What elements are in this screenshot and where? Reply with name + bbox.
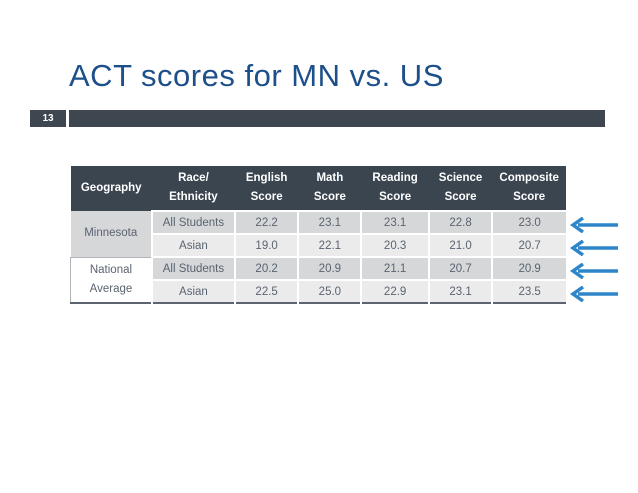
- act-scores-table: Geography Race/Ethnicity English Score Ma…: [69, 166, 566, 304]
- table-row: Asian 19.0 22.1 20.3 21.0 20.7: [71, 233, 566, 257]
- english-cell: 22.2: [233, 210, 299, 234]
- composite-cell: 20.7: [491, 233, 566, 257]
- race-cell: All Students: [150, 256, 235, 280]
- race-cell: Asian: [150, 279, 235, 303]
- header-math-score: Math Score: [298, 166, 362, 211]
- race-cell: Asian: [150, 233, 235, 257]
- math-cell: 23.1: [297, 210, 362, 234]
- composite-cell: 23.5: [491, 279, 566, 303]
- geography-cell-national-average: National Average: [69, 256, 153, 304]
- table-header-row: Geography Race/Ethnicity English Score Ma…: [70, 166, 566, 211]
- composite-cell: 20.9: [491, 256, 566, 280]
- left-arrow-icon: [570, 240, 618, 256]
- header-science-score: Science Score: [428, 166, 493, 211]
- title-underline-bar: [69, 110, 605, 127]
- science-cell: 21.0: [427, 233, 493, 257]
- english-cell: 19.0: [233, 233, 299, 257]
- reading-cell: 21.1: [360, 256, 429, 280]
- slide-number: 13: [30, 110, 66, 127]
- header-geography: Geography: [70, 166, 152, 211]
- english-cell: 20.2: [233, 256, 299, 280]
- left-arrow-icon: [570, 263, 618, 279]
- reading-cell: 20.3: [360, 233, 429, 257]
- header-english-score: English Score: [234, 166, 299, 211]
- left-arrow-icon: [570, 286, 618, 302]
- english-cell: 22.5: [233, 279, 299, 303]
- reading-cell: 23.1: [360, 210, 429, 234]
- math-cell: 25.0: [297, 279, 362, 303]
- table-row: National Average All Students 20.2 20.9 2…: [69, 256, 566, 304]
- science-cell: 23.1: [427, 279, 493, 303]
- race-cell: All Students: [150, 210, 235, 234]
- header-race-ethnicity: Race/Ethnicity: [151, 166, 235, 211]
- science-cell: 20.7: [427, 256, 493, 280]
- slide-title: ACT scores for MN vs. US: [69, 58, 444, 93]
- table-row: Asian 22.5 25.0 22.9 23.1 23.5: [71, 279, 566, 303]
- math-cell: 22.1: [297, 233, 362, 257]
- header-reading-score: Reading Score: [361, 166, 429, 211]
- science-cell: 22.8: [427, 210, 493, 234]
- math-cell: 20.9: [297, 256, 362, 280]
- left-arrow-icon: [570, 217, 618, 233]
- header-composite-score: Composite Score: [492, 166, 566, 211]
- table-row: Minnesota All Students 22.2 23.1 23.1 22…: [70, 210, 566, 257]
- geography-cell-minnesota: Minnesota: [70, 211, 152, 257]
- reading-cell: 22.9: [360, 279, 429, 303]
- composite-cell: 23.0: [491, 210, 566, 234]
